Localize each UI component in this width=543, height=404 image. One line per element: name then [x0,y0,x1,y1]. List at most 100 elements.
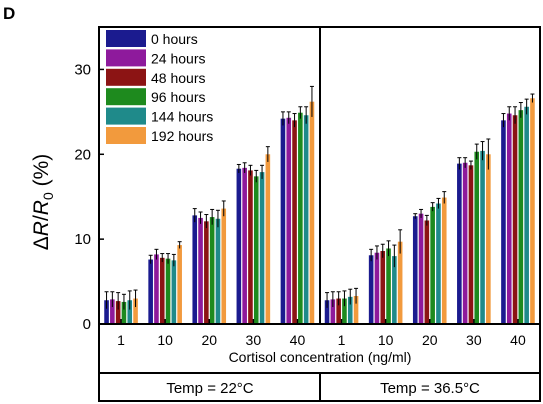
x-tick-label: 20 [201,332,217,348]
bar [171,260,177,324]
bar [436,203,441,324]
bar [204,221,209,324]
x-axis-ticks: 1 10 20 30 40 1 10 20 30 40 [117,319,526,348]
bar [392,256,397,324]
bar [154,254,159,324]
y-axis-ticks: 0 10 20 30 [74,61,104,333]
bar [457,163,462,324]
y-axis-title-slash: / [30,215,53,221]
x-tick-label: 1 [117,332,125,348]
legend-swatch [106,68,146,86]
bar [441,197,447,324]
y-axis-title-unit: (%) [30,154,53,193]
bar [486,154,491,324]
legend-swatch [106,107,146,125]
x-tick-label: 30 [246,332,262,348]
x-tick-label: 10 [157,332,173,348]
legend-swatch [106,30,146,47]
x-tick-label: 40 [290,332,306,348]
bar [215,218,221,324]
panel-label: D [3,4,15,23]
bar [248,170,253,324]
bar [518,110,524,324]
bar [265,154,271,324]
y-axis-title: ΔR/R0 (%) [30,154,56,251]
svg-text:ΔR/R0 (%): ΔR/R0 (%) [30,154,56,251]
bar [309,101,315,324]
bar [209,217,215,324]
bar [418,213,424,324]
legend-label: 192 hours [151,128,213,144]
bar [148,259,153,324]
bar [468,165,474,324]
bar [292,120,297,324]
bar [506,113,512,324]
bar [374,252,380,324]
bar [192,215,198,324]
bar [221,208,227,324]
bar [474,151,480,324]
legend-swatch [106,88,146,106]
bar [115,301,121,324]
bar [104,300,109,324]
bar [298,112,303,324]
bar [324,300,330,324]
x-tick-label: 10 [378,332,394,348]
bar [430,206,435,324]
y-axis-title-subscript: 0 [40,192,56,200]
bar [342,298,347,324]
legend-label: 48 hours [151,70,205,86]
bar [280,118,286,324]
bar [412,216,418,324]
bar [524,106,529,324]
bar [177,245,182,324]
bar [380,251,386,324]
y-tick-label: 30 [74,61,91,78]
x-tick-label: 30 [466,332,482,348]
bar [110,299,115,324]
bar-series [104,85,535,324]
legend-label: 144 hours [151,109,213,125]
bar [242,167,247,324]
bar [121,301,127,324]
legend-swatch [106,49,146,67]
y-tick-label: 0 [83,316,91,333]
bar [286,117,292,324]
bar [253,176,259,324]
bar [303,115,309,324]
y-tick-label: 10 [74,231,91,248]
temperature-group-label: Temp = 36.5°C [380,380,480,397]
bar [386,248,391,324]
bar [330,299,336,324]
bar [424,220,430,324]
legend-label: 0 hours [151,31,198,47]
bar [236,168,242,324]
x-tick-label: 1 [338,332,346,348]
x-tick-label: 40 [510,332,526,348]
bar [198,217,203,324]
bar [480,150,485,324]
bar [259,172,265,324]
bar [368,255,374,324]
bar [165,258,171,324]
y-axis-title-r: R [30,221,53,236]
bar [512,115,518,324]
bar [501,120,506,324]
bar [159,257,165,324]
bar [336,298,341,324]
y-axis-title-delta: Δ [30,236,53,250]
x-tick-label: 20 [422,332,438,348]
y-axis-title-r0: R [30,200,53,215]
x-axis-title: Cortisol concentration (ng/ml) [229,349,412,365]
bar [353,295,359,324]
bar [397,241,403,324]
legend-swatch [106,127,146,144]
legend-label: 24 hours [151,50,205,66]
legend-label: 96 hours [151,89,205,105]
bar [462,162,468,324]
bar [530,98,535,324]
y-tick-label: 20 [74,146,91,163]
legend: 0 hours 24 hours 48 hours 96 hours 144 hours… [106,30,213,144]
bar [347,296,353,324]
